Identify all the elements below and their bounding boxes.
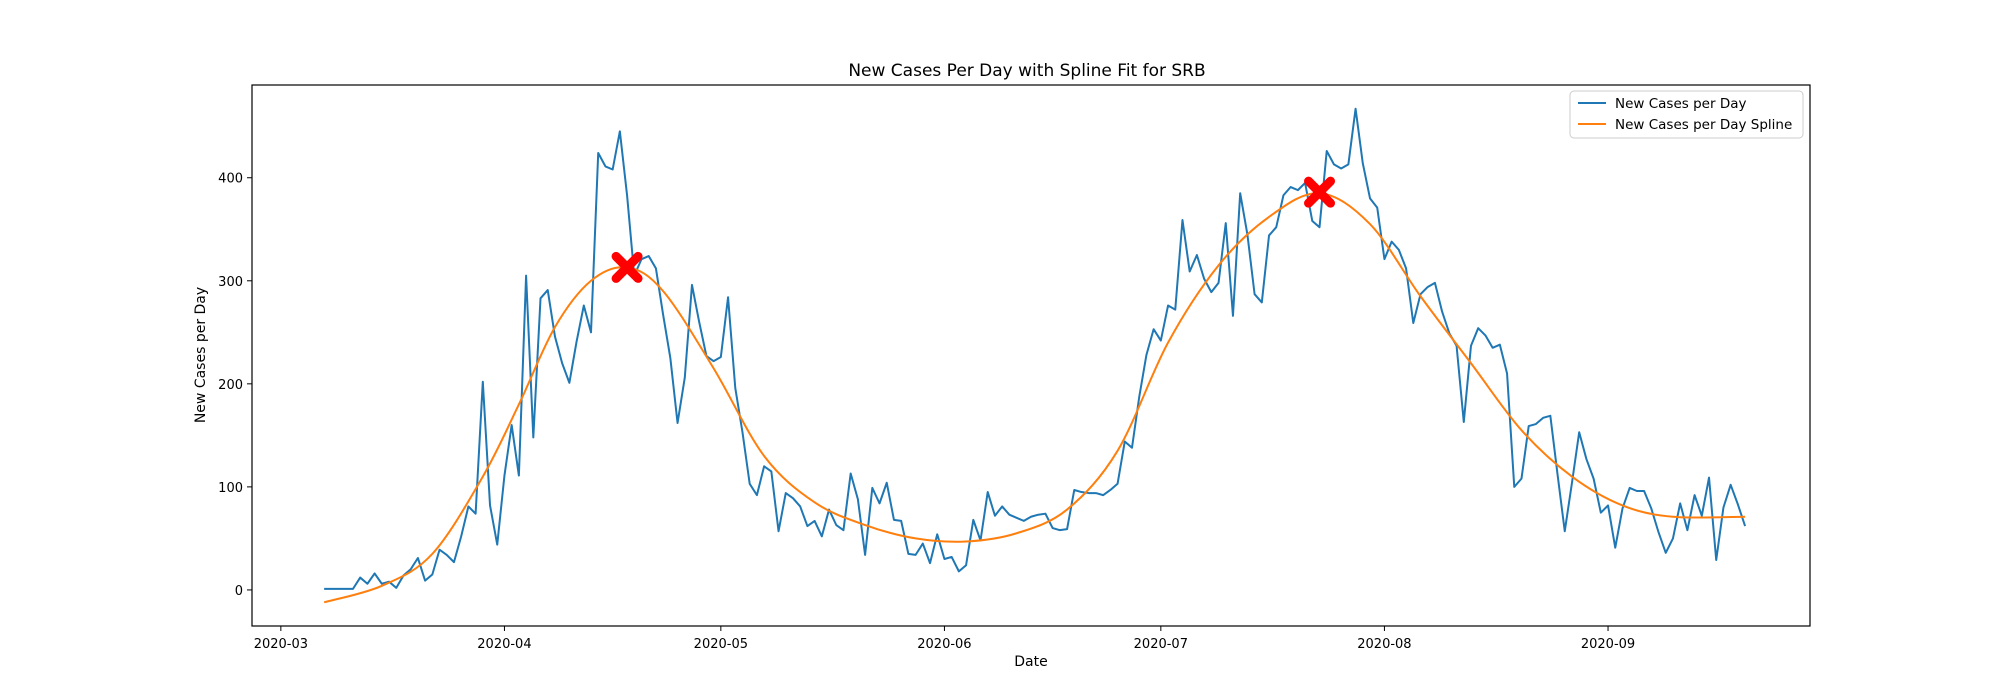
x-tick-label: 2020-06: [917, 637, 971, 652]
peak-marker-1: [611, 251, 643, 283]
y-tick-label: 100: [218, 481, 243, 496]
peak-marker-2: [1304, 176, 1336, 208]
legend: New Cases per Day New Cases per Day Spli…: [1569, 90, 1804, 139]
legend-box: [1569, 90, 1804, 139]
y-tick-label: 300: [218, 275, 243, 290]
y-tick-label: 400: [218, 172, 243, 187]
plot-area: [323, 107, 1747, 604]
x-tick-label: 2020-03: [254, 637, 308, 652]
x-tick-label: 2020-05: [694, 637, 748, 652]
series-line-spline: [323, 192, 1746, 604]
plot-frame: [251, 84, 1811, 627]
legend-label-spline: New Cases per Day Spline: [1615, 117, 1792, 133]
y-axis-label: New Cases per Day: [193, 287, 209, 423]
x-tick-label: 2020-04: [477, 637, 531, 652]
y-tick-label: 200: [218, 378, 243, 393]
x-axis: 2020-03 2020-04 2020-05 2020-06 2020-07 2020-…: [254, 626, 1635, 652]
y-axis: 0 100 200 300 400: [218, 172, 252, 599]
x-tick-label: 2020-09: [1581, 637, 1635, 652]
y-tick-label: 0: [235, 584, 243, 599]
series-line-new-cases: [324, 107, 1747, 590]
x-tick-label: 2020-08: [1357, 637, 1411, 652]
x-tick-label: 2020-07: [1134, 637, 1188, 652]
x-axis-label: Date: [1014, 654, 1047, 670]
legend-label-cases: New Cases per Day: [1615, 96, 1746, 112]
chart-title: New Cases Per Day with Spline Fit for SR…: [848, 61, 1205, 81]
